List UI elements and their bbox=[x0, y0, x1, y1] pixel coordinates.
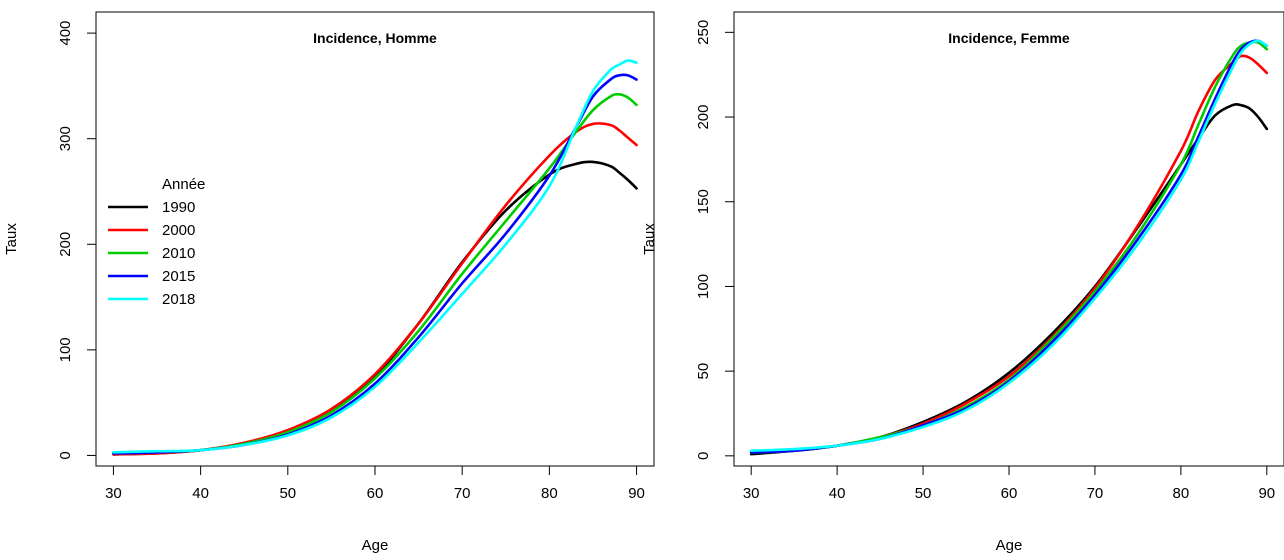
x-tick-label: 30 bbox=[105, 485, 122, 502]
y-axis-title: Taux bbox=[641, 223, 658, 255]
y-tick-label: 400 bbox=[57, 21, 74, 46]
y-tick-label: 200 bbox=[695, 105, 712, 130]
y-tick-label: 50 bbox=[695, 363, 712, 380]
chart-panel-1: 30 40 50 60 70 80 90 0 100 200 300 400 Age Taux Incide… bbox=[3, 11, 655, 554]
legend-label: 2010 bbox=[162, 245, 195, 262]
x-axis: 30 40 50 60 70 80 90 bbox=[743, 465, 1275, 502]
legend-label: 2015 bbox=[162, 268, 195, 285]
x-tick-label: 60 bbox=[1001, 485, 1018, 502]
x-tick-label: 50 bbox=[279, 485, 296, 502]
y-axis: 0 50 100 150 200 250 bbox=[695, 20, 735, 460]
series-line-2015 bbox=[749, 39, 1269, 454]
x-tick-label: 80 bbox=[541, 485, 558, 502]
x-axis-title: Age bbox=[996, 537, 1023, 554]
panel-title: Incidence, Homme bbox=[313, 30, 437, 46]
series-lines bbox=[112, 59, 638, 456]
y-axis-title: Taux bbox=[3, 223, 20, 255]
x-tick-label: 60 bbox=[367, 485, 384, 502]
plot-frame bbox=[95, 11, 655, 467]
legend-title: Année bbox=[162, 176, 205, 193]
x-axis: 30 40 50 60 70 80 90 bbox=[105, 465, 645, 502]
panel-title: Incidence, Femme bbox=[948, 30, 1070, 46]
y-tick-label: 150 bbox=[695, 189, 712, 214]
y-tick-label: 0 bbox=[57, 451, 74, 459]
legend-label: 2018 bbox=[162, 291, 195, 308]
series-lines bbox=[749, 39, 1269, 456]
series-line-2010 bbox=[749, 40, 1269, 454]
x-axis-title: Age bbox=[362, 537, 389, 554]
series-line-2000 bbox=[112, 122, 638, 456]
x-tick-label: 40 bbox=[829, 485, 846, 502]
x-tick-label: 40 bbox=[192, 485, 209, 502]
y-tick-label: 300 bbox=[57, 126, 74, 151]
x-tick-label: 90 bbox=[628, 485, 645, 502]
legend-label: 1990 bbox=[162, 199, 195, 216]
y-tick-label: 100 bbox=[695, 274, 712, 299]
y-axis: 0 100 200 300 400 bbox=[57, 21, 97, 460]
x-tick-label: 30 bbox=[743, 485, 760, 502]
x-tick-label: 80 bbox=[1173, 485, 1190, 502]
y-tick-label: 0 bbox=[695, 452, 712, 460]
y-tick-label: 100 bbox=[57, 337, 74, 362]
series-line-2018 bbox=[749, 39, 1269, 453]
x-tick-label: 50 bbox=[915, 485, 932, 502]
x-tick-label: 70 bbox=[1087, 485, 1104, 502]
x-tick-label: 90 bbox=[1258, 485, 1275, 502]
y-tick-label: 200 bbox=[57, 232, 74, 257]
series-line-2018 bbox=[112, 59, 638, 454]
legend: Année 1990 2000 2010 2015 2018 bbox=[108, 176, 205, 308]
chart-panel-2: 30 40 50 60 70 80 90 0 50 100 150 200 250 Age Taux Inci… bbox=[641, 11, 1284, 554]
plot-frame bbox=[733, 11, 1284, 467]
legend-label: 2000 bbox=[162, 222, 195, 239]
y-tick-label: 250 bbox=[695, 20, 712, 45]
series-line-2015 bbox=[112, 73, 638, 455]
series-line-2000 bbox=[749, 54, 1269, 454]
x-tick-label: 70 bbox=[454, 485, 471, 502]
